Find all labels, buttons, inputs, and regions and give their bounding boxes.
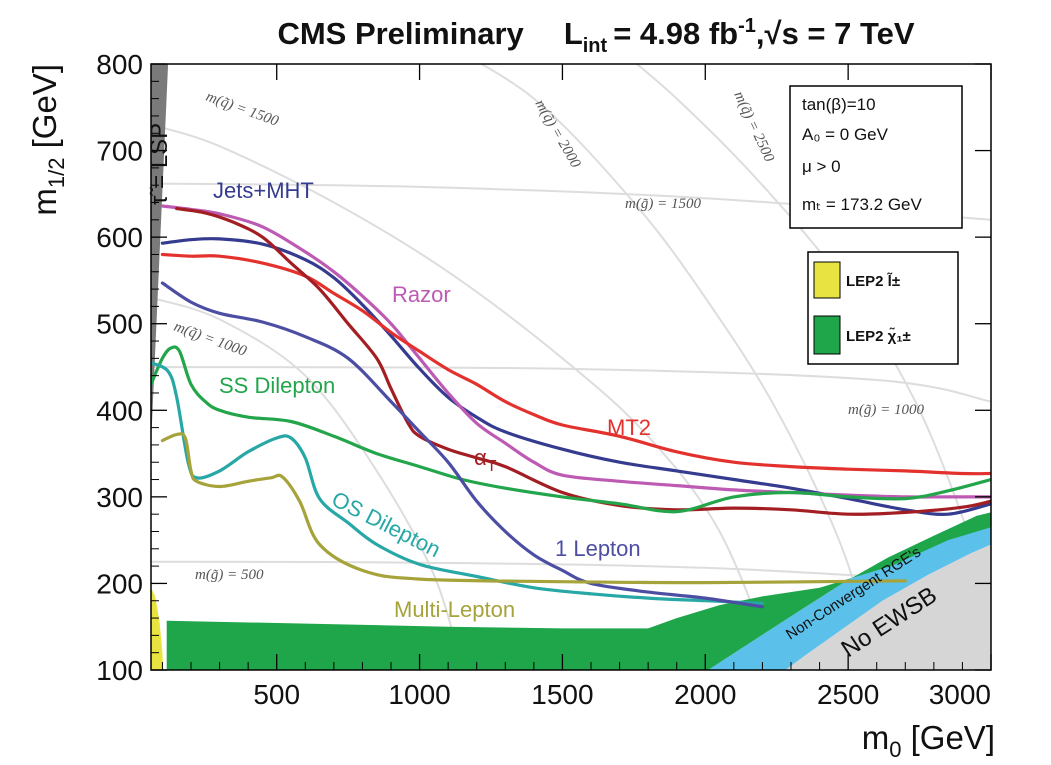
x-tick-label-2500: 2500 — [817, 679, 879, 710]
series-line-1-lepton — [160, 281, 764, 609]
x-tick-label-1000: 1000 — [388, 679, 450, 710]
y-tick-label-500: 500 — [96, 309, 143, 340]
y-tick-label-400: 400 — [96, 395, 143, 426]
iso-line-m-q-2000 — [479, 64, 878, 670]
alpha-sub: T — [487, 458, 497, 475]
series-line-multi-lepton — [160, 432, 907, 585]
x-tick-label-2000: 2000 — [674, 679, 736, 710]
legend-swatch-lep2-chargino — [813, 315, 841, 355]
plot-frame — [150, 63, 992, 671]
series-label-alpha-t: αT — [474, 445, 497, 475]
y-tick-label-300: 300 — [96, 482, 143, 513]
series-label-multi-lepton: Multi-Lepton — [394, 597, 515, 622]
y-tick-label-700: 700 — [96, 136, 143, 167]
title-lumi-value: = 4.98 fb — [613, 16, 738, 51]
series-label-razor: Razor — [392, 282, 451, 307]
y-axis-sub: 1/2 — [44, 158, 69, 189]
series-line-mt2 — [160, 252, 991, 476]
x-axis-unit: [GeV] — [901, 719, 995, 756]
parameter-box-frame — [789, 85, 963, 229]
iso-line-m-g-1000 — [151, 366, 991, 403]
legend-label-lep2-slepton: LEP2 l̃± — [846, 272, 900, 290]
iso-label-gluino-500: m(g̃) = 500 — [195, 567, 264, 583]
shaded-regions — [151, 64, 991, 670]
legend-label-lep2-chargino: LEP2 χ̃₁± — [846, 327, 911, 345]
iso-label-squark-1000: m(q̃) = 1000 — [172, 319, 249, 360]
iso-label-squark-1500: m(q̃) = 1500 — [204, 89, 281, 130]
x-axis-title: m0 [GeV] — [862, 719, 995, 762]
title-lumi-prefix: L — [564, 16, 583, 51]
title-sqrt: √ — [765, 16, 783, 51]
title-energy: s = 7 TeV — [782, 16, 915, 51]
param-mu: μ > 0 — [802, 157, 841, 176]
alpha-base: α — [474, 445, 487, 470]
x-tick-label-500: 500 — [253, 679, 300, 710]
title-sep: , — [756, 16, 765, 51]
title-lumi-sub: int — [583, 35, 608, 57]
series-line-t — [175, 207, 991, 516]
region-stau-lsp — [151, 64, 169, 445]
x-tick-label-3000: 3000 — [929, 679, 991, 710]
legend: LEP2 l̃± LEP2 χ̃₁± — [807, 251, 959, 365]
x-axis-sub: 0 — [889, 737, 901, 762]
param-tanbeta: tan(β)=10 — [802, 95, 876, 114]
iso-label-gluino-1000: m(g̃) = 1000 — [848, 402, 924, 418]
legend-swatch-lep2-slepton — [813, 261, 841, 299]
y-tick-label-600: 600 — [96, 222, 143, 253]
y-axis-title: m1/2 [GeV] — [26, 64, 69, 216]
region-no-ewsb — [785, 544, 991, 670]
axis-ticks: 500 1000 1500 2000 2500 3000 100 200 300 400 500 60… — [96, 49, 992, 710]
series-label-jets-mht: Jets+MHT — [213, 178, 314, 203]
param-mtop: mₜ = 173.2 GeV — [802, 195, 922, 214]
parameter-box: tan(β)=10 A₀ = 0 GeV μ > 0 mₜ = 173.2 Ge… — [789, 85, 963, 229]
param-a0: A₀ = 0 GeV — [802, 125, 889, 144]
region-lep2-chargino — [166, 512, 991, 670]
iso-label-squark-2500: m(q̃) = 2500 — [730, 89, 777, 165]
y-axis-unit: [GeV] — [26, 64, 63, 158]
y-axis-base: m — [26, 188, 63, 216]
y-tick-label-200: 200 — [96, 568, 143, 599]
iso-line-m-q-1500 — [151, 123, 778, 670]
series-label-mt2: MT2 — [607, 415, 651, 440]
series-line-ss-dilepton — [151, 345, 991, 514]
region-lep2-slepton — [151, 587, 164, 670]
x-tick-label-1500: 1500 — [531, 679, 593, 710]
y-tick-label-800: 800 — [96, 49, 143, 80]
y-tick-label-100: 100 — [96, 655, 143, 686]
iso-label-squark-2000: m(q̃) = 2000 — [532, 97, 584, 171]
iso-label-gluino-1500: m(g̃) = 1500 — [625, 196, 701, 212]
exclusion-curves — [151, 204, 991, 609]
stau-lsp-label: τ̃ = LSP — [146, 123, 173, 205]
chart-title: CMS Preliminary Lint = 4.98 fb-1,√s = 7 Te… — [277, 15, 914, 57]
series-label-ss-dilepton: SS Dilepton — [219, 373, 335, 398]
x-axis-base: m — [862, 719, 890, 756]
iso-line-m-q-1000 — [151, 296, 464, 670]
title-lumi-sup: -1 — [738, 15, 756, 37]
title-main: CMS Preliminary — [277, 16, 524, 51]
series-label-one-lepton: 1 Lepton — [555, 536, 641, 561]
